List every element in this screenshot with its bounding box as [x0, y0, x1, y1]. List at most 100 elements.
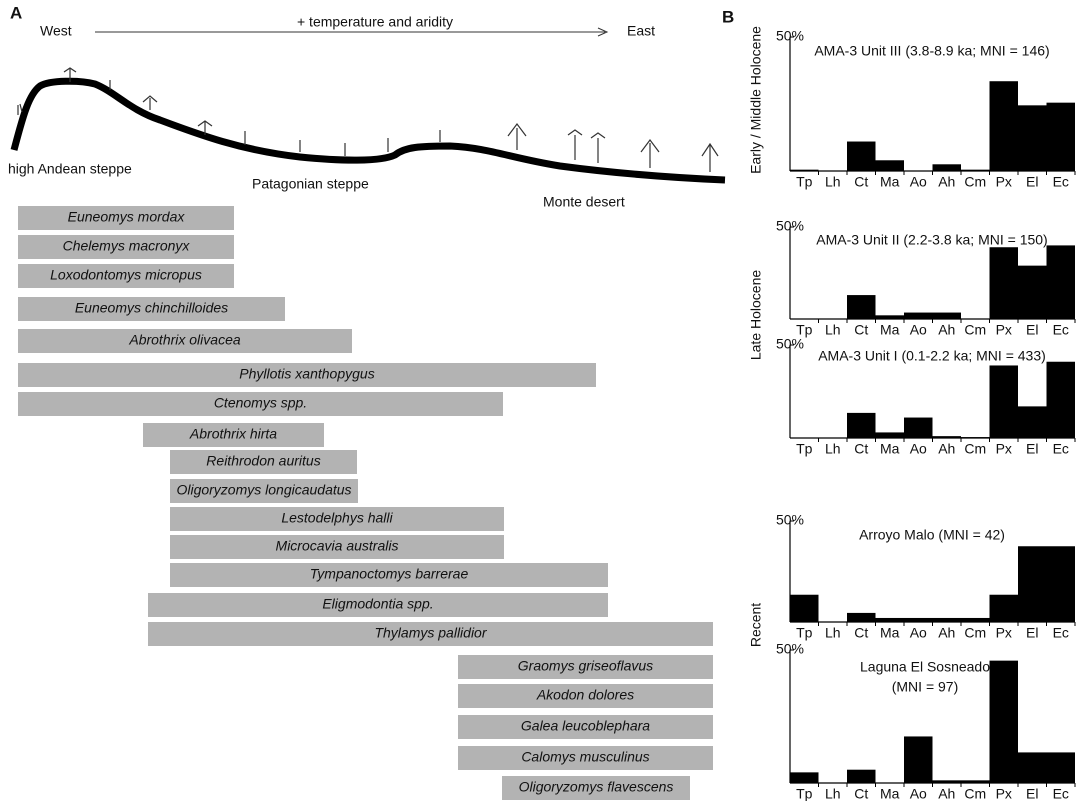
- species-range: [458, 746, 713, 770]
- species-name: Loxodontomys micropus: [50, 267, 202, 283]
- zone-label: Monte desert: [543, 194, 625, 210]
- species-range: [143, 423, 324, 447]
- species-name: Thylamys pallidior: [374, 625, 487, 641]
- x-tick-label: Ao: [910, 441, 927, 457]
- x-tick-label: Lh: [825, 322, 841, 338]
- arrow-head: [597, 27, 609, 37]
- species-range: [18, 206, 234, 230]
- chart-title: AMA-3 Unit II (2.2-3.8 ka; MNI = 150): [816, 232, 1047, 248]
- panel-label: B: [722, 7, 734, 26]
- west-label: West: [40, 23, 72, 39]
- x-tick-label: Tp: [796, 174, 813, 190]
- bar: [989, 660, 1018, 783]
- bar: [875, 617, 904, 622]
- species-range: [170, 535, 504, 559]
- x-tick-label: Lh: [825, 786, 841, 801]
- bar: [1018, 546, 1047, 622]
- x-tick-label: Ct: [854, 786, 868, 801]
- gradient-label: + temperature and aridity: [297, 14, 453, 30]
- bar: [961, 169, 990, 171]
- x-tick-label: Tp: [796, 322, 813, 338]
- bar: [1046, 102, 1075, 171]
- species-range: [18, 235, 234, 259]
- x-tick-label: Px: [996, 441, 1012, 457]
- x-tick-label: Ah: [938, 322, 955, 338]
- species-name: Galea leucoblephara: [521, 718, 650, 734]
- species-name: Oligoryzomys flavescens: [519, 779, 674, 795]
- species-range: [502, 776, 690, 800]
- species-range: [458, 655, 713, 679]
- x-tick-label: Px: [996, 174, 1012, 190]
- species-name: Akodon dolores: [536, 687, 634, 703]
- bar: [904, 617, 933, 622]
- x-tick-label: Ec: [1053, 441, 1069, 457]
- x-tick-label: Cm: [964, 174, 986, 190]
- species-range: [170, 563, 608, 587]
- x-tick-label: Tp: [796, 625, 813, 641]
- bar: [1018, 105, 1047, 171]
- species-name: Tympanoctomys barrerae: [310, 566, 469, 582]
- y-tick-label: 50%: [776, 641, 804, 657]
- bar: [1046, 245, 1075, 319]
- chart-title: Laguna El Sosneado: [860, 659, 990, 675]
- x-tick-label: Cm: [964, 786, 986, 801]
- species-name: Euneomys mordax: [68, 209, 186, 225]
- x-tick-label: El: [1026, 174, 1038, 190]
- vegetation: [17, 67, 719, 172]
- y-tick-label: 50%: [776, 512, 804, 528]
- bar: [989, 81, 1018, 171]
- bar: [1046, 361, 1075, 438]
- x-tick-label: Ma: [880, 174, 900, 190]
- bar: [1046, 546, 1075, 622]
- species-name: Graomys griseoflavus: [518, 658, 653, 674]
- x-tick-label: Ao: [910, 625, 927, 641]
- x-tick-label: Ct: [854, 174, 868, 190]
- x-tick-label: Lh: [825, 174, 841, 190]
- species-name: Abrothrix olivacea: [128, 332, 240, 348]
- x-tick-label: Lh: [825, 625, 841, 641]
- x-tick-label: Px: [996, 786, 1012, 801]
- bar: [1018, 406, 1047, 438]
- bar: [1018, 265, 1047, 319]
- x-tick-label: Ao: [910, 786, 927, 801]
- x-tick-label: Ah: [938, 625, 955, 641]
- bar: [904, 417, 933, 438]
- east-label: East: [627, 23, 655, 39]
- x-tick-label: Ao: [910, 322, 927, 338]
- bar: [875, 315, 904, 319]
- bar: [932, 164, 961, 171]
- period-label: Late Holocene: [748, 270, 764, 361]
- x-tick-label: Ah: [938, 786, 955, 801]
- species-name: Abrothrix hirta: [189, 426, 277, 442]
- x-tick-label: Lh: [825, 441, 841, 457]
- x-tick-label: Tp: [796, 786, 813, 801]
- species-range: [458, 715, 713, 739]
- x-tick-label: Ec: [1053, 174, 1069, 190]
- bar: [989, 365, 1018, 438]
- chart-title: AMA-3 Unit III (3.8-8.9 ka; MNI = 146): [814, 43, 1049, 59]
- species-range: [170, 450, 357, 474]
- x-tick-label: Ct: [854, 441, 868, 457]
- x-tick-label: El: [1026, 441, 1038, 457]
- bar: [904, 736, 933, 783]
- bar: [790, 594, 819, 622]
- x-tick-label: Ma: [880, 786, 900, 801]
- bar: [904, 312, 933, 319]
- x-tick-label: Ma: [880, 625, 900, 641]
- species-range: [18, 329, 352, 353]
- x-tick-label: Ah: [938, 174, 955, 190]
- species-range: [170, 507, 504, 531]
- x-tick-label: Ct: [854, 322, 868, 338]
- chart-title: (MNI = 97): [892, 679, 959, 695]
- x-tick-label: Ma: [880, 441, 900, 457]
- y-tick-label: 50%: [776, 336, 804, 352]
- zone-label: Patagonian steppe: [252, 176, 369, 192]
- bar: [989, 594, 1018, 622]
- x-tick-label: Px: [996, 625, 1012, 641]
- panel-label: A: [10, 3, 22, 22]
- x-tick-label: Ec: [1053, 322, 1069, 338]
- species-name: Reithrodon auritus: [206, 453, 320, 469]
- y-tick-label: 50%: [776, 218, 804, 234]
- x-tick-label: El: [1026, 322, 1038, 338]
- bar: [1046, 752, 1075, 783]
